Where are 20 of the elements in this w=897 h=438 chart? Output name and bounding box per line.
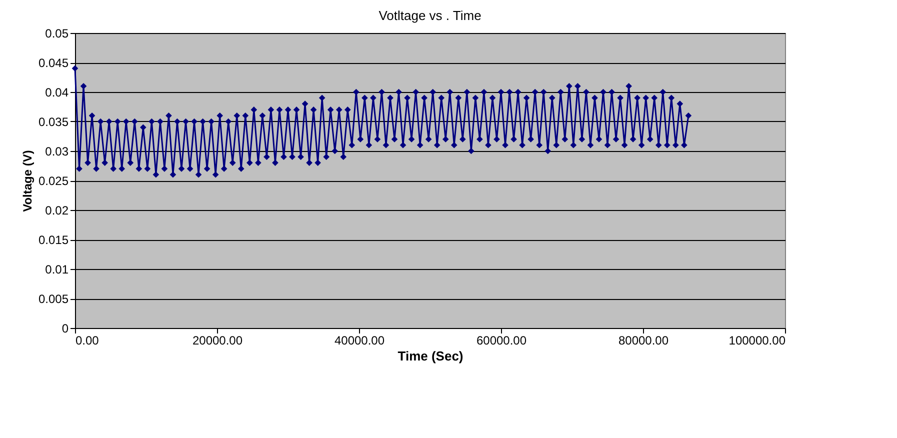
chart-title: Votltage vs . Time — [378, 8, 482, 23]
y-tick-label: 0.01 — [45, 262, 69, 276]
y-tick-label: 0.05 — [45, 26, 69, 40]
y-tick-label: 0.02 — [45, 204, 69, 218]
y-axis-title: Voltage (V) — [20, 150, 34, 212]
y-tick-label: 0.015 — [38, 233, 69, 247]
x-axis-title: Time (Sec) — [398, 348, 464, 364]
x-tick-label: 100000.00 — [728, 334, 786, 348]
y-tick-label: 0.005 — [38, 292, 69, 306]
x-tick-label: 60000.00 — [476, 334, 527, 348]
y-tick-label: 0.025 — [38, 174, 69, 188]
x-tick-label: 40000.00 — [334, 334, 385, 348]
y-tick-label: 0.04 — [45, 86, 69, 100]
x-tick-label: 80000.00 — [618, 334, 669, 348]
x-tick-label: 20000.00 — [192, 334, 243, 348]
y-tick-label: 0.03 — [45, 144, 69, 158]
y-tick-label: 0.045 — [38, 56, 69, 70]
y-tick-label: 0.035 — [38, 115, 69, 129]
x-tick-label: 0.00 — [76, 334, 100, 348]
y-tick-label: 0 — [62, 322, 69, 336]
